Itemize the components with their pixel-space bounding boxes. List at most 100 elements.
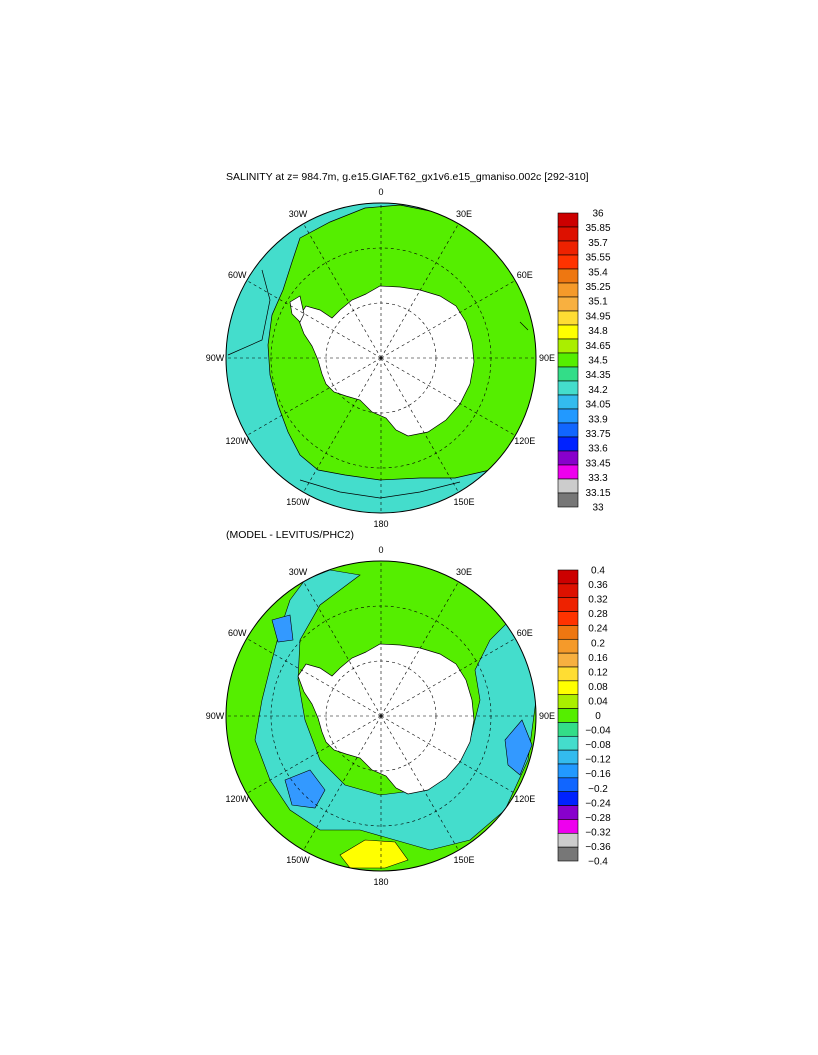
colorbar-label: 35.85 — [585, 223, 610, 234]
colorbar-label: 33.75 — [585, 429, 610, 440]
difference-map: 0 30E 60E 90E 120E 150E 180 150W 120W 90W 60W 30W — [206, 545, 555, 887]
longitude-label: 60W — [228, 628, 247, 638]
antarctica-land-bottom — [297, 643, 475, 795]
colorbar-label: 0.24 — [588, 624, 608, 635]
colorbar-label: 34.65 — [585, 341, 610, 352]
meridian-line — [380, 581, 459, 717]
colorbar-label: 33.15 — [585, 488, 610, 499]
colorbar-label: 34.35 — [585, 370, 610, 381]
colorbar-label: 0.04 — [588, 696, 608, 707]
colorbar-label: 0.4 — [591, 566, 605, 577]
colorbar-label: 35.4 — [588, 267, 608, 278]
colorbar-label: 35.1 — [588, 297, 608, 308]
longitude-label: 150E — [453, 855, 474, 865]
colorbar-swatch — [557, 638, 579, 654]
colorbar-swatch — [557, 763, 579, 779]
meridian-line — [246, 638, 382, 717]
antarctica-land — [297, 285, 475, 437]
longitude-label: 150W — [286, 855, 310, 865]
colorbar-swatch — [557, 478, 579, 494]
meridian-line — [246, 280, 382, 359]
colorbar-swatch — [557, 408, 579, 424]
longitude-label: 90W — [206, 711, 225, 721]
colorbar-label: 0.28 — [588, 609, 608, 620]
colorbar-swatch — [557, 805, 579, 820]
longitude-label: 30E — [456, 209, 472, 219]
longitude-label: 120W — [225, 794, 249, 804]
colorbar-swatch — [557, 819, 579, 834]
longitude-label: 120W — [225, 436, 249, 446]
longitude-label: 30E — [456, 567, 472, 577]
colorbar-swatch — [557, 777, 579, 793]
colorbar-label: 34.5 — [588, 356, 608, 367]
colorbar-label: 35.25 — [585, 282, 610, 293]
longitude-label: 150E — [453, 497, 474, 507]
colorbar-swatch — [557, 832, 579, 848]
colorbar-label: 0 — [595, 711, 601, 722]
colorbar-label: −0.32 — [585, 827, 611, 838]
colorbar-label: 34.2 — [588, 385, 608, 396]
colorbar-swatch — [557, 366, 579, 382]
colorbar-label: 35.7 — [588, 238, 608, 249]
bottom-colorbar: 0.4 0.36 0.32 0.28 0.24 0.2 0.16 0.12 0.08 0.04 0 −… — [557, 566, 611, 868]
colorbar-swatch — [557, 268, 579, 284]
colorbar-swatch — [557, 666, 579, 682]
bottom-meridians — [226, 561, 536, 871]
colorbar-swatch — [557, 708, 579, 723]
diff-blue-region — [271, 614, 533, 809]
colorbar-label: 0.16 — [588, 653, 608, 664]
colorbar-label: 33.3 — [588, 473, 608, 484]
colorbar-swatch — [557, 310, 579, 326]
top-map-border — [225, 202, 537, 514]
longitude-label: 120E — [514, 794, 535, 804]
diff-cyan-region — [254, 569, 536, 851]
meridian-line — [303, 223, 382, 359]
colorbar-label: 34.05 — [585, 400, 610, 411]
colorbar-label: −0.28 — [585, 813, 611, 824]
colorbar-label: 0.36 — [588, 580, 608, 591]
top-map-title: SALINITY at z= 984.7m, g.e15.GIAF.T62_gx… — [226, 171, 589, 183]
colorbar-swatch — [557, 240, 579, 256]
colorbar-swatch — [557, 338, 579, 354]
colorbar-swatch — [557, 583, 579, 599]
colorbar-label: −0.4 — [588, 857, 608, 868]
salinity-fringe-contour — [227, 269, 529, 499]
meridian-line — [246, 357, 382, 436]
longitude-label: 150W — [286, 497, 310, 507]
colorbar-swatch — [557, 324, 579, 340]
colorbar-label: 33.9 — [588, 414, 608, 425]
longitude-label: 0 — [378, 187, 383, 197]
colorbar-label: 0.08 — [588, 682, 608, 693]
colorbar-swatch — [557, 352, 579, 368]
colorbar-label: 0.32 — [588, 595, 608, 606]
meridian-line — [380, 357, 516, 436]
colorbar-swatch — [557, 611, 579, 626]
colorbar-label: −0.2 — [588, 784, 608, 795]
colorbar-swatch — [557, 680, 579, 696]
colorbar-swatch — [557, 296, 579, 312]
colorbar-swatch — [557, 694, 579, 709]
colorbar-swatch — [557, 652, 579, 668]
meridian-line — [380, 715, 516, 794]
longitude-label: 60W — [228, 270, 247, 280]
colorbar-swatch — [557, 282, 579, 298]
colorbar-label: 35.55 — [585, 253, 610, 264]
colorbar-swatch — [557, 735, 579, 751]
meridian-line — [380, 223, 459, 359]
top-colorbar: 36 35.85 35.7 35.55 35.4 35.25 35.1 34.95 34.8 34… — [557, 209, 611, 514]
longitude-label: 60E — [517, 270, 533, 280]
bottom-map-border — [225, 560, 537, 872]
meridian-line — [303, 357, 382, 493]
top-longitude-labels: 0 30E 60E 90E 120E 150E 180 150W 120W 90W 60W 30W — [206, 187, 555, 529]
colorbar-label: −0.08 — [585, 740, 611, 751]
colorbar-label: 33 — [592, 503, 604, 514]
colorbar-swatch — [557, 436, 579, 452]
meridian-line — [380, 715, 459, 851]
colorbar-label: −0.16 — [585, 769, 611, 780]
colorbar-label: 34.8 — [588, 326, 608, 337]
meridian-line — [303, 581, 382, 717]
colorbar-label: −0.36 — [585, 842, 611, 853]
colorbar-label: 34.95 — [585, 311, 610, 322]
longitude-label: 180 — [373, 519, 388, 529]
